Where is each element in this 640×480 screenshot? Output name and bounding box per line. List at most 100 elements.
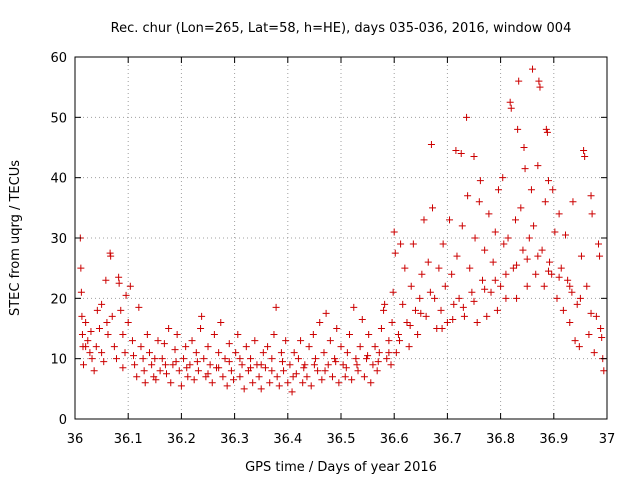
data-point	[375, 349, 383, 357]
data-point	[172, 358, 180, 366]
data-point	[335, 379, 343, 387]
data-point	[452, 147, 460, 155]
data-point	[148, 361, 156, 369]
data-point	[130, 352, 138, 360]
data-point	[519, 246, 527, 254]
data-point	[365, 331, 373, 339]
data-point	[247, 355, 255, 363]
data-point	[80, 361, 88, 369]
data-point	[234, 331, 242, 339]
data-point	[92, 343, 100, 351]
data-point	[396, 337, 404, 345]
data-point	[363, 355, 371, 363]
data-point	[390, 228, 398, 236]
data-point	[473, 318, 481, 326]
data-point	[555, 210, 563, 218]
data-point	[463, 113, 471, 121]
y-axis-label: STEC from uqrg / TECUs	[8, 160, 23, 316]
data-point	[588, 210, 596, 218]
data-point	[587, 309, 595, 317]
data-point	[152, 376, 160, 384]
data-point	[117, 306, 125, 314]
data-point	[460, 312, 468, 320]
data-point	[476, 177, 484, 185]
data-point	[284, 379, 292, 387]
data-point	[126, 282, 134, 290]
y-tick-label: 50	[50, 111, 67, 126]
data-point	[294, 355, 302, 363]
data-point	[475, 198, 483, 206]
data-point	[587, 192, 595, 200]
data-point	[197, 325, 205, 332]
data-point	[342, 364, 350, 372]
data-point	[115, 279, 123, 287]
data-point	[264, 343, 272, 351]
data-point	[569, 198, 577, 206]
data-point	[542, 125, 550, 133]
data-point	[455, 294, 463, 302]
data-point	[90, 367, 98, 375]
data-point	[167, 379, 175, 387]
data-point	[98, 349, 106, 357]
data-point	[598, 334, 606, 342]
data-point	[573, 300, 581, 308]
data-point	[466, 264, 474, 272]
y-tick-label: 20	[50, 292, 67, 307]
data-point	[184, 373, 192, 381]
data-point	[128, 337, 136, 345]
data-point	[78, 331, 86, 339]
data-point	[95, 325, 103, 332]
data-point	[251, 337, 259, 345]
data-point	[268, 355, 276, 363]
data-point	[491, 276, 499, 284]
data-point	[341, 373, 349, 381]
data-point	[481, 246, 489, 254]
data-point	[154, 337, 162, 345]
data-point	[551, 228, 559, 236]
data-point	[348, 376, 356, 384]
data-point	[420, 216, 428, 224]
data-point	[502, 294, 510, 302]
x-tick-label: 36.4	[273, 432, 302, 447]
data-point	[161, 361, 169, 369]
data-point	[403, 318, 411, 326]
data-point	[86, 349, 94, 357]
data-point	[583, 282, 591, 290]
data-point	[297, 337, 305, 345]
data-point	[204, 343, 212, 351]
data-point	[301, 361, 309, 369]
x-tick-label: 36.2	[167, 432, 196, 447]
data-point	[457, 150, 465, 158]
data-point	[247, 364, 255, 372]
data-point	[377, 325, 385, 332]
data-point	[487, 288, 495, 296]
data-point	[115, 273, 123, 281]
data-point	[431, 294, 439, 302]
data-point	[169, 361, 177, 369]
data-point	[360, 373, 368, 381]
data-point	[151, 355, 159, 363]
data-point	[141, 379, 149, 387]
data-point	[236, 355, 244, 363]
data-point	[391, 249, 399, 257]
data-point	[397, 240, 405, 248]
data-point	[535, 77, 543, 85]
x-tick-label: 36.5	[327, 432, 356, 447]
data-point	[135, 303, 143, 311]
x-tick-label: 36.6	[380, 432, 409, 447]
data-point	[188, 337, 196, 345]
data-point	[257, 385, 265, 393]
data-point	[576, 294, 584, 302]
data-point	[309, 331, 317, 339]
data-point	[513, 294, 521, 302]
data-point	[364, 352, 372, 360]
data-point	[82, 343, 90, 351]
data-point	[523, 282, 531, 290]
data-point	[88, 355, 96, 363]
data-point	[322, 309, 330, 317]
data-point	[540, 282, 548, 290]
data-point	[108, 312, 116, 320]
data-point	[418, 270, 426, 278]
data-point	[204, 370, 212, 378]
data-point	[343, 349, 351, 357]
